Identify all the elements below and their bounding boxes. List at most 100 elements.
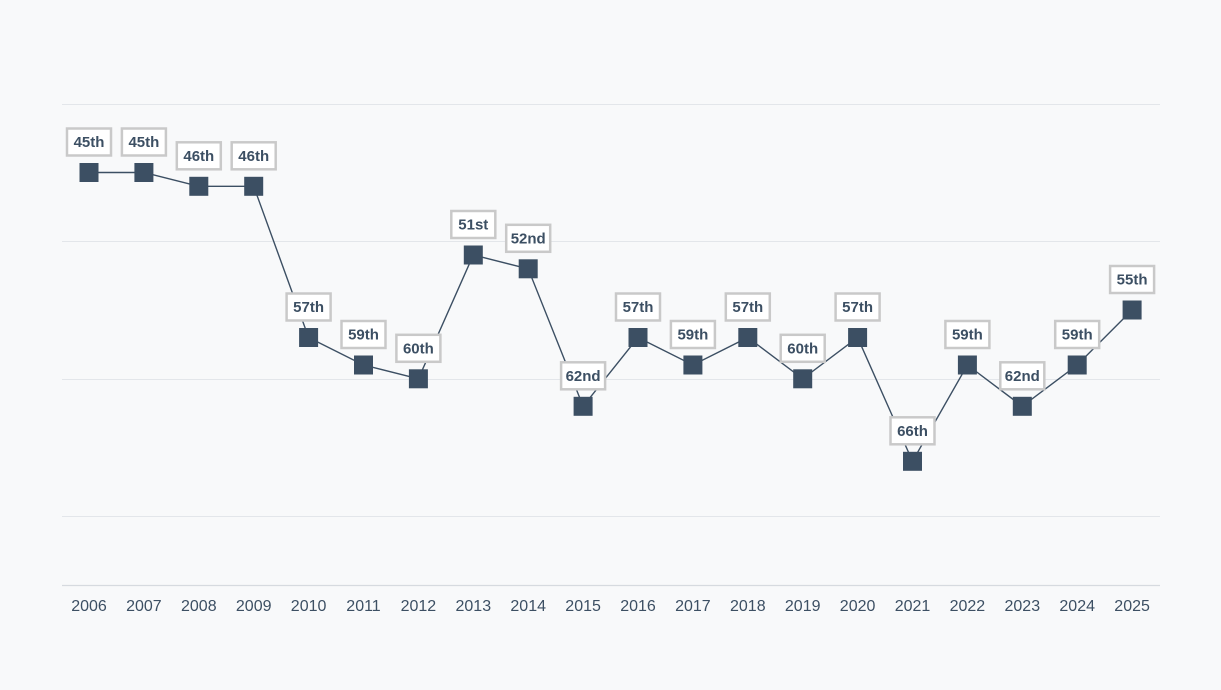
- x-tick-label: 2009: [236, 598, 272, 615]
- data-label-box: [1053, 319, 1101, 350]
- data-label-text: 52nd: [511, 230, 546, 247]
- data-label-box: [395, 333, 442, 364]
- data-label-text: 59th: [677, 327, 708, 344]
- x-tick-label: 2007: [126, 598, 162, 615]
- data-label: 59th: [944, 319, 991, 350]
- data-label: 57th: [614, 292, 662, 322]
- series-line: [89, 171, 1133, 463]
- x-tick-label: 2011: [346, 598, 381, 615]
- series-line-layer: [89, 171, 1133, 463]
- data-label-text: 57th: [842, 299, 873, 316]
- data-label: 60th: [779, 333, 826, 364]
- x-tick-label: 2015: [565, 598, 601, 615]
- data-label-text: 45th: [128, 134, 159, 151]
- marker-layer: [79, 163, 1142, 471]
- data-label-box: [340, 319, 387, 350]
- data-point-marker: [793, 369, 813, 389]
- data-label-box: [614, 292, 662, 322]
- x-tick-label: 2012: [401, 598, 437, 615]
- grid-layer: [62, 104, 1160, 587]
- x-tick-label: 2023: [1005, 598, 1041, 615]
- data-point-marker: [299, 328, 319, 347]
- data-label-text: 57th: [293, 299, 324, 316]
- data-label: 45th: [120, 127, 168, 157]
- data-label: 57th: [724, 292, 772, 322]
- data-label: 60th: [395, 333, 442, 364]
- data-point-marker: [1122, 300, 1142, 320]
- data-label-box: [120, 127, 168, 157]
- data-point-marker: [244, 176, 264, 196]
- data-label-text: 66th: [897, 423, 928, 440]
- data-point-marker: [134, 163, 154, 182]
- x-tick-label: 2017: [675, 598, 711, 615]
- data-point-marker: [903, 451, 922, 471]
- data-label: 62nd: [999, 361, 1046, 391]
- data-label-box: [889, 416, 936, 446]
- data-label-text: 62nd: [566, 368, 601, 385]
- data-label-text: 55th: [1117, 272, 1148, 289]
- data-point-marker: [683, 355, 703, 375]
- data-label: 59th: [1053, 319, 1101, 350]
- data-point-marker: [408, 369, 428, 389]
- data-label-box: [834, 292, 881, 322]
- x-tick-label: 2008: [181, 598, 217, 615]
- data-point-marker: [79, 163, 99, 182]
- data-label: 46th: [230, 141, 277, 171]
- data-label-text: 62nd: [1005, 368, 1040, 385]
- data-point-marker: [1067, 355, 1087, 375]
- data-label-text: 59th: [1062, 327, 1093, 344]
- data-label: 52nd: [504, 223, 552, 254]
- x-tick-label: 2024: [1059, 598, 1095, 615]
- x-tick-label: 2025: [1114, 598, 1150, 615]
- data-point-marker: [189, 176, 209, 196]
- x-tick-label: 2018: [730, 598, 766, 615]
- data-point-marker: [738, 328, 758, 347]
- x-tick-label: 2010: [291, 598, 327, 615]
- data-label-box: [1108, 264, 1156, 295]
- data-label: 62nd: [559, 361, 607, 391]
- data-label: 46th: [175, 141, 223, 171]
- data-label-box: [285, 292, 332, 322]
- x-axis-ticks: 2006 2007 2008 2009 2010 2011 2012 2013 2014 2015…: [71, 598, 1150, 615]
- data-label-text: 46th: [238, 148, 269, 165]
- data-label: 66th: [889, 416, 936, 446]
- data-label: 45th: [65, 127, 113, 157]
- x-tick-label: 2014: [510, 598, 546, 615]
- data-label-box: [450, 209, 497, 240]
- data-label-box: [724, 292, 772, 322]
- x-tick-label: 2021: [895, 598, 931, 615]
- data-point-marker: [354, 355, 373, 375]
- data-label-text: 60th: [787, 340, 818, 357]
- data-label: 55th: [1108, 264, 1156, 295]
- x-tick-label: 2016: [620, 598, 656, 615]
- data-label-layer: 45th 45th 46th 46th 57th 59th 60th 51st 52nd 62nd…: [65, 127, 1156, 446]
- data-label-box: [779, 333, 826, 364]
- data-label: 57th: [285, 292, 332, 322]
- x-tick-label: 2022: [950, 598, 986, 615]
- data-label-text: 59th: [348, 327, 379, 344]
- data-label: 59th: [669, 319, 717, 350]
- data-label-box: [504, 223, 552, 254]
- data-label: 57th: [834, 292, 881, 322]
- data-point-marker: [573, 396, 593, 416]
- data-point-marker: [848, 328, 868, 347]
- x-tick-label: 2006: [71, 598, 107, 615]
- data-point-marker: [518, 259, 538, 279]
- x-tick-label: 2013: [456, 598, 492, 615]
- data-label-text: 46th: [183, 148, 214, 165]
- data-label-box: [230, 141, 277, 171]
- x-tick-label: 2019: [785, 598, 821, 615]
- data-label-text: 45th: [74, 134, 105, 151]
- data-point-marker: [1012, 396, 1032, 416]
- data-label-text: 51st: [458, 217, 488, 234]
- data-label: 59th: [340, 319, 387, 350]
- data-point-marker: [957, 355, 977, 375]
- data-label-text: 60th: [403, 340, 434, 357]
- data-label-box: [999, 361, 1046, 391]
- data-label-box: [175, 141, 223, 171]
- data-label-box: [65, 127, 113, 157]
- data-label-text: 57th: [623, 299, 654, 316]
- data-label-box: [944, 319, 991, 350]
